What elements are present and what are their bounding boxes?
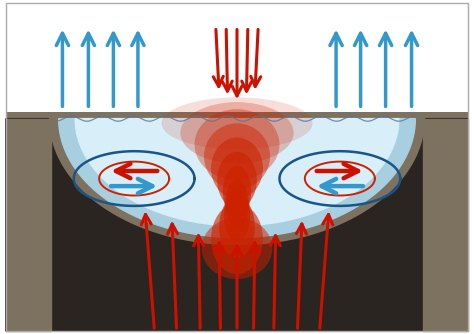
Polygon shape: [6, 119, 468, 331]
Bar: [6, 112, 468, 331]
Ellipse shape: [204, 123, 270, 189]
Ellipse shape: [181, 102, 293, 163]
Ellipse shape: [201, 218, 273, 279]
Ellipse shape: [162, 98, 312, 149]
Polygon shape: [59, 119, 415, 237]
Ellipse shape: [219, 196, 255, 258]
Ellipse shape: [225, 180, 249, 227]
Ellipse shape: [217, 152, 257, 208]
Ellipse shape: [211, 138, 263, 199]
Ellipse shape: [223, 166, 251, 218]
Polygon shape: [75, 119, 399, 226]
Ellipse shape: [194, 109, 280, 180]
Polygon shape: [6, 119, 51, 331]
Ellipse shape: [211, 203, 263, 274]
Polygon shape: [423, 119, 468, 331]
Ellipse shape: [224, 189, 250, 241]
